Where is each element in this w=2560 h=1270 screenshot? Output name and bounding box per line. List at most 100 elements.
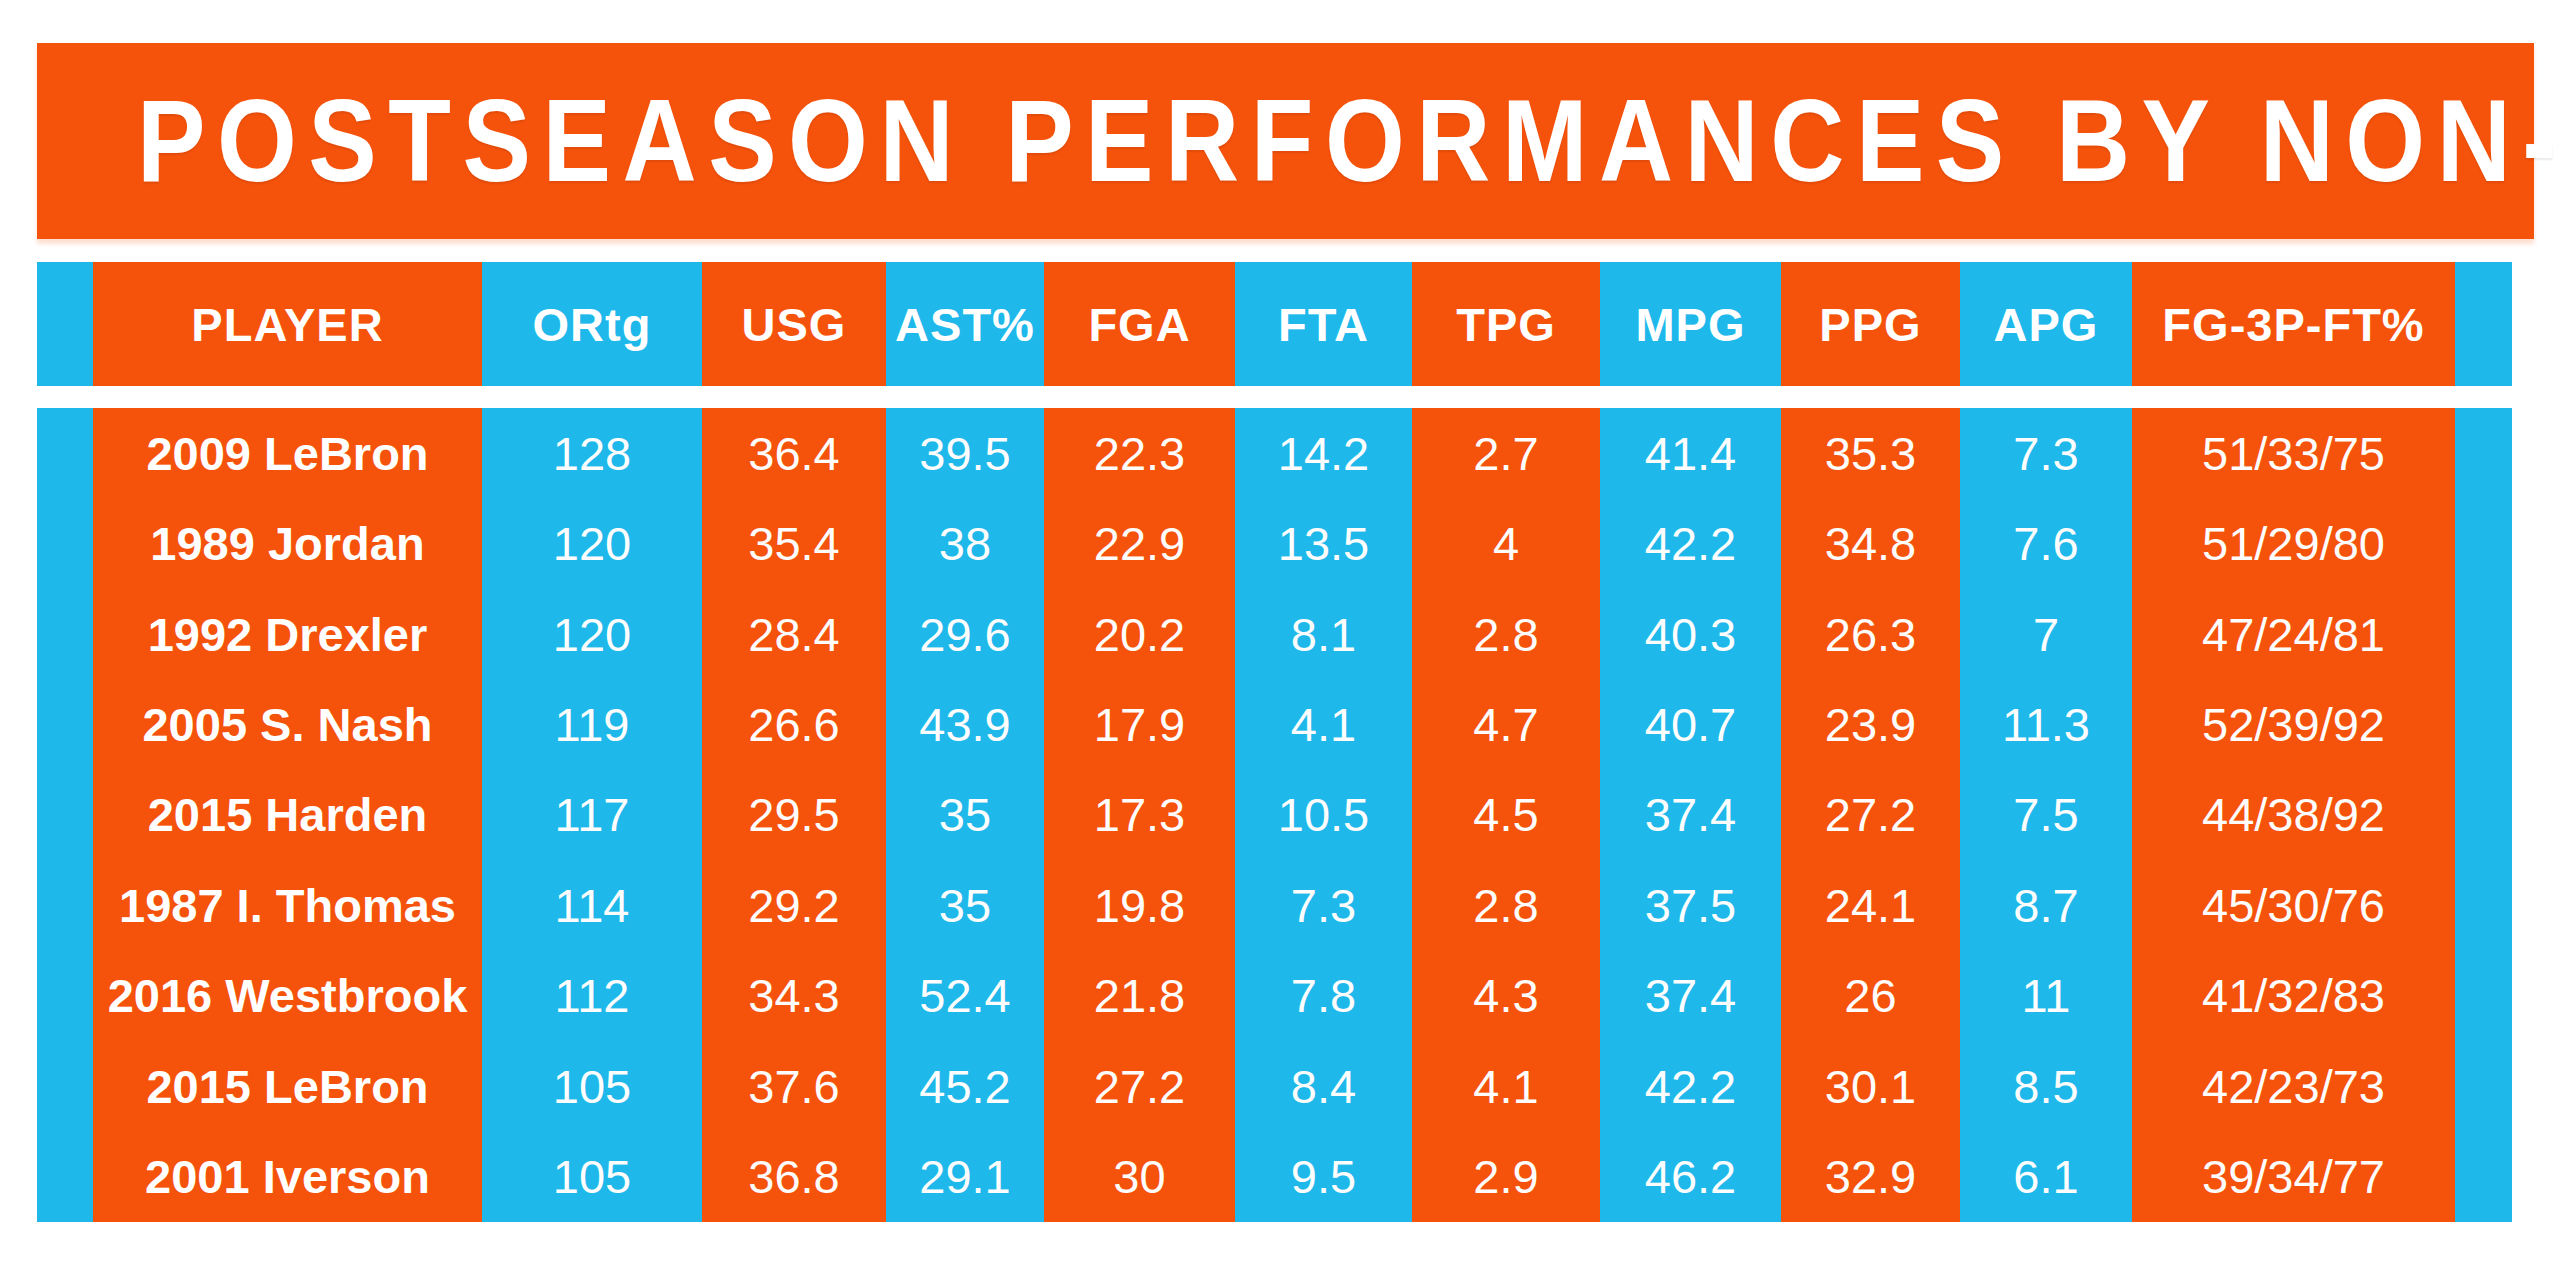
stat-cell-ast-pct-row-1: 39.5 — [886, 408, 1044, 498]
stat-cell-fg-3p-ft-row-3: 47/24/81 — [2132, 589, 2455, 679]
stat-cell-apg-row-5: 7.5 — [1960, 770, 2132, 860]
stat-cell-tpg-row-2: 4 — [1412, 498, 1600, 588]
stat-cell-usg-row-1: 36.4 — [702, 408, 886, 498]
stat-cell-tpg-row-7: 4.3 — [1412, 951, 1600, 1041]
column-header-ortg: ORtg — [482, 262, 702, 386]
column-ppg: 35.334.826.323.927.224.12630.132.9 — [1781, 408, 1960, 1222]
column-mpg: 41.442.240.340.737.437.537.442.246.2 — [1600, 408, 1781, 1222]
stat-cell-mpg-row-3: 40.3 — [1600, 589, 1781, 679]
column-header-ppg: PPG — [1781, 262, 1960, 386]
stat-cell-apg-row-1: 7.3 — [1960, 408, 2132, 498]
stat-cell-ppg-row-8: 30.1 — [1781, 1041, 1960, 1131]
stat-cell-fg-3p-ft-row-9: 39/34/77 — [2132, 1132, 2455, 1222]
stat-cell-fg-3p-ft-row-2: 51/29/80 — [2132, 498, 2455, 588]
stat-cell-mpg-row-4: 40.7 — [1600, 679, 1781, 769]
stat-cell-fta-row-1: 14.2 — [1235, 408, 1412, 498]
stat-cell-usg-row-7: 34.3 — [702, 951, 886, 1041]
player-name-row-9: 2001 Iverson — [93, 1132, 482, 1222]
column-header-tpg: TPG — [1412, 262, 1600, 386]
stat-cell-fg-3p-ft-row-8: 42/23/73 — [2132, 1041, 2455, 1131]
stat-cell-tpg-row-4: 4.7 — [1412, 679, 1600, 769]
stat-cell-fga-row-5: 17.3 — [1044, 770, 1235, 860]
stat-cell-ortg-row-7: 112 — [482, 951, 702, 1041]
stat-cell-ast-pct-row-5: 35 — [886, 770, 1044, 860]
infographic-title: POSTSEASON PERFORMANCES BY NON-CHAMPIONS — [137, 74, 2560, 208]
player-name-row-2: 1989 Jordan — [93, 498, 482, 588]
stat-cell-ortg-row-2: 120 — [482, 498, 702, 588]
column-fg-3p-ft: 51/33/7551/29/8047/24/8152/39/9244/38/92… — [2132, 408, 2455, 1222]
stat-cell-fta-row-6: 7.3 — [1235, 860, 1412, 950]
stat-cell-ppg-row-1: 35.3 — [1781, 408, 1960, 498]
stat-cell-ortg-row-3: 120 — [482, 589, 702, 679]
player-name-row-5: 2015 Harden — [93, 770, 482, 860]
data-table: 2009 LeBron1989 Jordan1992 Drexler2005 S… — [37, 408, 2512, 1222]
stat-cell-mpg-row-6: 37.5 — [1600, 860, 1781, 950]
stat-cell-usg-row-5: 29.5 — [702, 770, 886, 860]
stat-cell-apg-row-3: 7 — [1960, 589, 2132, 679]
column-apg: 7.37.6711.37.58.7118.56.1 — [1960, 408, 2132, 1222]
stat-cell-ppg-row-7: 26 — [1781, 951, 1960, 1041]
stat-cell-apg-row-9: 6.1 — [1960, 1132, 2132, 1222]
column-header-mpg: MPG — [1600, 262, 1781, 386]
column-header-fg-3p-ft: FG-3P-FT% — [2132, 262, 2455, 386]
stat-cell-fg-3p-ft-row-5: 44/38/92 — [2132, 770, 2455, 860]
stat-cell-fga-row-1: 22.3 — [1044, 408, 1235, 498]
stat-cell-ortg-row-9: 105 — [482, 1132, 702, 1222]
stat-cell-fga-row-7: 21.8 — [1044, 951, 1235, 1041]
header-row: PLAYERORtgUSGAST%FGAFTATPGMPGPPGAPGFG-3P… — [37, 262, 2512, 386]
stat-cell-tpg-row-1: 2.7 — [1412, 408, 1600, 498]
stat-cell-fg-3p-ft-row-6: 45/30/76 — [2132, 860, 2455, 950]
stat-cell-fga-row-4: 17.9 — [1044, 679, 1235, 769]
stat-cell-mpg-row-5: 37.4 — [1600, 770, 1781, 860]
stat-cell-ortg-row-6: 114 — [482, 860, 702, 950]
stat-cell-usg-row-6: 29.2 — [702, 860, 886, 950]
stat-cell-fga-row-2: 22.9 — [1044, 498, 1235, 588]
player-name-row-6: 1987 I. Thomas — [93, 860, 482, 950]
stat-cell-fta-row-4: 4.1 — [1235, 679, 1412, 769]
stat-cell-fta-row-8: 8.4 — [1235, 1041, 1412, 1131]
stat-cell-apg-row-6: 8.7 — [1960, 860, 2132, 950]
stat-cell-fg-3p-ft-row-4: 52/39/92 — [2132, 679, 2455, 769]
stat-cell-mpg-row-8: 42.2 — [1600, 1041, 1781, 1131]
stat-cell-usg-row-9: 36.8 — [702, 1132, 886, 1222]
stat-cell-ast-pct-row-3: 29.6 — [886, 589, 1044, 679]
column-header-ast-pct: AST% — [886, 262, 1044, 386]
column-header-apg: APG — [1960, 262, 2132, 386]
stat-cell-ast-pct-row-8: 45.2 — [886, 1041, 1044, 1131]
stat-cell-fga-row-3: 20.2 — [1044, 589, 1235, 679]
stat-cell-tpg-row-6: 2.8 — [1412, 860, 1600, 950]
column-header-usg: USG — [702, 262, 886, 386]
stat-cell-ast-pct-row-6: 35 — [886, 860, 1044, 950]
stat-cell-fga-row-8: 27.2 — [1044, 1041, 1235, 1131]
stat-cell-apg-row-2: 7.6 — [1960, 498, 2132, 588]
stat-cell-mpg-row-7: 37.4 — [1600, 951, 1781, 1041]
stat-cell-fta-row-7: 7.8 — [1235, 951, 1412, 1041]
column-header-player: PLAYER — [93, 262, 482, 386]
stat-cell-tpg-row-8: 4.1 — [1412, 1041, 1600, 1131]
column-fga: 22.322.920.217.917.319.821.827.230 — [1044, 408, 1235, 1222]
stat-cell-ppg-row-9: 32.9 — [1781, 1132, 1960, 1222]
player-name-row-7: 2016 Westbrook — [93, 951, 482, 1041]
stat-cell-ortg-row-1: 128 — [482, 408, 702, 498]
column-usg: 36.435.428.426.629.529.234.337.636.8 — [702, 408, 886, 1222]
stat-cell-ast-pct-row-4: 43.9 — [886, 679, 1044, 769]
stat-cell-ast-pct-row-2: 38 — [886, 498, 1044, 588]
stat-cell-fg-3p-ft-row-7: 41/32/83 — [2132, 951, 2455, 1041]
column-header-fta: FTA — [1235, 262, 1412, 386]
stat-cell-usg-row-8: 37.6 — [702, 1041, 886, 1131]
stat-cell-tpg-row-5: 4.5 — [1412, 770, 1600, 860]
stat-cell-usg-row-2: 35.4 — [702, 498, 886, 588]
stat-cell-fg-3p-ft-row-1: 51/33/75 — [2132, 408, 2455, 498]
stat-cell-ortg-row-5: 117 — [482, 770, 702, 860]
stat-cell-tpg-row-3: 2.8 — [1412, 589, 1600, 679]
stat-cell-usg-row-3: 28.4 — [702, 589, 886, 679]
stat-cell-fta-row-5: 10.5 — [1235, 770, 1412, 860]
player-name-row-4: 2005 S. Nash — [93, 679, 482, 769]
stat-cell-fta-row-9: 9.5 — [1235, 1132, 1412, 1222]
stat-cell-mpg-row-9: 46.2 — [1600, 1132, 1781, 1222]
stat-cell-ortg-row-4: 119 — [482, 679, 702, 769]
column-ast-pct: 39.53829.643.9353552.445.229.1 — [886, 408, 1044, 1222]
stat-cell-ppg-row-6: 24.1 — [1781, 860, 1960, 950]
infographic-canvas: POSTSEASON PERFORMANCES BY NON-CHAMPIONS… — [0, 0, 2560, 1270]
column-fta: 14.213.58.14.110.57.37.88.49.5 — [1235, 408, 1412, 1222]
